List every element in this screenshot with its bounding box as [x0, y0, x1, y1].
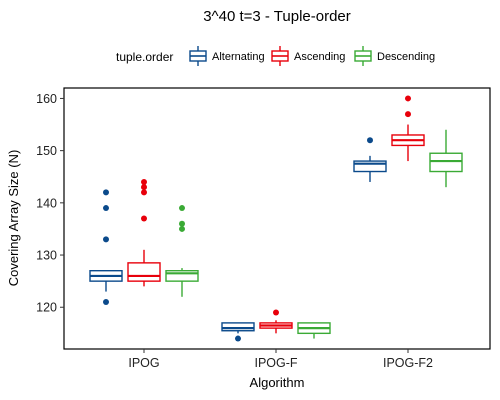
y-tick-label: 160: [36, 92, 57, 106]
outlier-point: [141, 215, 147, 222]
outlier-point: [405, 111, 411, 118]
box-ascending-ipog: [127, 178, 161, 287]
y-axis: 120 130 140 150 160: [36, 92, 64, 315]
x-axis: IPOG IPOG-F IPOG-F2: [128, 349, 433, 370]
box-iqr: [127, 262, 161, 282]
y-tick-label: 150: [36, 144, 57, 158]
outlier-point: [273, 309, 279, 316]
outlier-point: [367, 137, 373, 144]
outlier-point: [179, 225, 185, 232]
box-descending-ipog: [165, 205, 199, 297]
box-alternating-ipog: [89, 189, 123, 306]
x-tick-label: IPOG-F: [254, 356, 297, 370]
box-iqr: [353, 160, 387, 173]
legend: tuple.order Alternating Ascending Descendi…: [116, 46, 435, 66]
x-axis-title: Algorithm: [250, 375, 305, 390]
y-tick-label: 130: [36, 249, 57, 263]
legend-item-descending: Descending: [354, 46, 435, 66]
outlier-point: [103, 299, 109, 306]
x-tick-label: IPOG: [128, 356, 159, 370]
legend-label: Alternating: [212, 51, 265, 63]
box-descending-ipog-f: [297, 322, 331, 339]
box-iqr: [165, 270, 199, 282]
outlier-point: [103, 205, 109, 212]
box-alternating-ipog-f2: [353, 137, 387, 182]
legend-title: tuple.order: [116, 50, 173, 64]
box-descending-ipog-f2: [429, 129, 463, 188]
x-tick-label: IPOG-F2: [383, 356, 433, 370]
outlier-point: [141, 178, 147, 185]
outlier-point: [103, 189, 109, 196]
outlier-point: [141, 189, 147, 196]
y-tick-label: 120: [36, 301, 57, 315]
legend-item-ascending: Ascending: [271, 46, 345, 66]
legend-item-alternating: Alternating: [189, 46, 265, 66]
outlier-point: [405, 95, 411, 102]
box-ascending-ipog-f: [259, 309, 293, 334]
outlier-point: [141, 184, 147, 191]
box-ascending-ipog-f2: [391, 95, 425, 162]
outlier-point: [179, 220, 185, 227]
outlier-point: [235, 335, 241, 342]
legend-label: Ascending: [294, 51, 345, 63]
legend-label: Descending: [377, 51, 435, 63]
outlier-point: [179, 205, 185, 212]
box-iqr: [429, 152, 463, 173]
box-alternating-ipog-f: [221, 322, 255, 342]
plot-panel: [63, 87, 491, 350]
outlier-point: [103, 236, 109, 243]
y-tick-label: 140: [36, 196, 57, 210]
y-axis-title: Covering Array Size (N): [6, 150, 21, 287]
box-plots: [89, 95, 463, 342]
chart-title: 3^40 t=3 - Tuple-order: [203, 8, 351, 25]
box-iqr: [221, 322, 255, 332]
